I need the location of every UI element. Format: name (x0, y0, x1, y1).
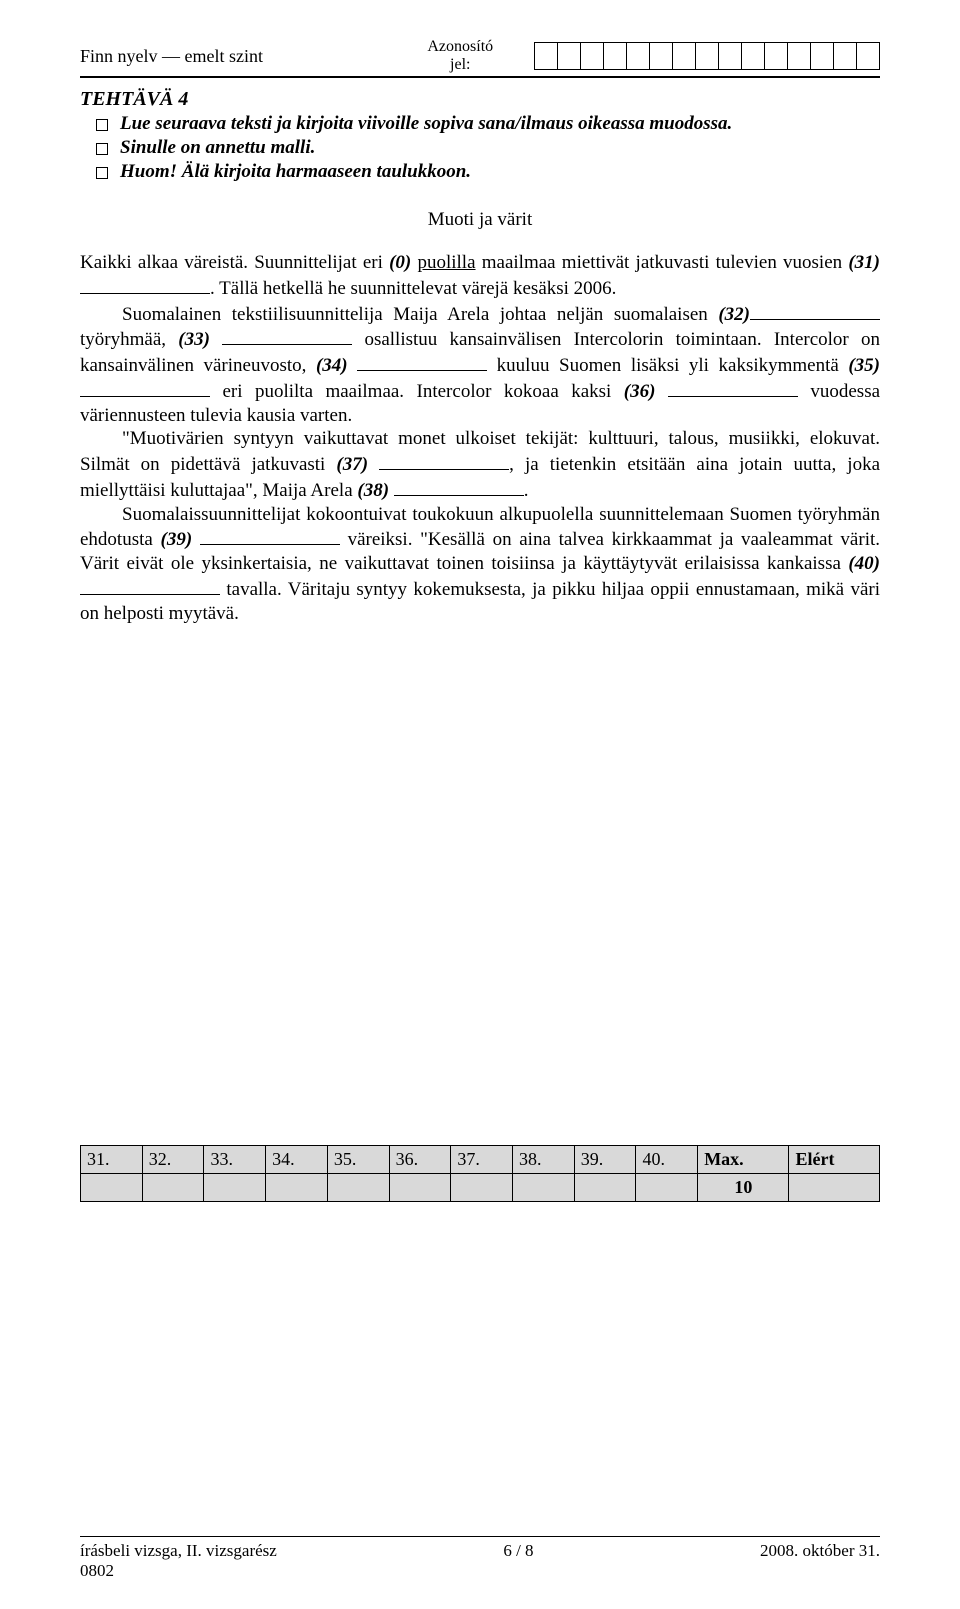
id-cell (718, 42, 742, 70)
score-col-value (204, 1174, 266, 1202)
score-col-value (451, 1174, 513, 1202)
footer-rule (80, 1536, 880, 1537)
score-col-label: 40. (636, 1146, 698, 1174)
blank-32 (750, 301, 880, 320)
id-cell (534, 42, 558, 70)
footer-right: 2008. október 31. (760, 1541, 880, 1581)
article-body: Kaikki alkaa väreistä. Suunnittelijat er… (80, 251, 880, 625)
score-elert-value (789, 1174, 880, 1202)
score-col-label: 39. (574, 1146, 636, 1174)
score-col-value (327, 1174, 389, 1202)
footer-left: írásbeli vizsga, II. vizsgarész 0802 (80, 1541, 277, 1581)
article-title: Muoti ja värit (80, 209, 880, 231)
id-cell (557, 42, 581, 70)
id-cell (695, 42, 719, 70)
blank-40 (80, 576, 220, 595)
score-col-value (636, 1174, 698, 1202)
score-col-label: 37. (451, 1146, 513, 1174)
id-cell (856, 42, 880, 70)
score-max-value: 10 (698, 1174, 789, 1202)
id-grid (534, 42, 880, 70)
task-instructions: Lue seuraava teksti ja kirjoita viivoill… (80, 113, 880, 183)
score-max-label: Max. (698, 1146, 789, 1174)
instruction-2: Sinulle on annettu malli. (120, 137, 880, 159)
header-id-label: Azonosító jel: (427, 38, 493, 73)
header-rule (80, 76, 880, 78)
id-cell (580, 42, 604, 70)
id-cell (787, 42, 811, 70)
id-cell (764, 42, 788, 70)
blank-39 (200, 526, 340, 545)
blank-33 (222, 326, 352, 345)
score-header-row: 31.32.33.34.35.36.37.38.39.40.Max.Elért (81, 1146, 880, 1174)
score-col-label: 38. (513, 1146, 575, 1174)
task-title: TEHTÄVÄ 4 (80, 88, 880, 111)
footer-center: 6 / 8 (503, 1541, 533, 1581)
blank-31 (80, 275, 210, 294)
score-col-label: 33. (204, 1146, 266, 1174)
blank-37 (379, 451, 509, 470)
score-elert-label: Elért (789, 1146, 880, 1174)
id-cell (603, 42, 627, 70)
score-col-value (81, 1174, 143, 1202)
instruction-1: Lue seuraava teksti ja kirjoita viivoill… (120, 113, 880, 135)
blank-38 (394, 477, 524, 496)
score-col-label: 35. (327, 1146, 389, 1174)
score-col-value (266, 1174, 328, 1202)
header-subject: Finn nyelv — emelt szint (80, 40, 263, 67)
blank-36 (668, 378, 798, 397)
id-cell (741, 42, 765, 70)
score-col-label: 36. (389, 1146, 451, 1174)
id-cell (833, 42, 857, 70)
id-cell (626, 42, 650, 70)
page-header: Finn nyelv — emelt szint Azonosító jel: (80, 40, 880, 70)
score-col-value (389, 1174, 451, 1202)
page-footer: írásbeli vizsga, II. vizsgarész 0802 6 /… (80, 1536, 880, 1581)
score-col-value (513, 1174, 575, 1202)
score-col-label: 34. (266, 1146, 328, 1174)
blank-35 (80, 378, 210, 397)
instruction-3: Huom! Älä kirjoita harmaaseen taulukkoon… (120, 161, 880, 183)
score-value-row: 10 (81, 1174, 880, 1202)
id-cell (672, 42, 696, 70)
blank-34 (357, 352, 487, 371)
id-cell (649, 42, 673, 70)
id-cell (810, 42, 834, 70)
score-table: 31.32.33.34.35.36.37.38.39.40.Max.Elért … (80, 1145, 880, 1202)
score-col-label: 31. (81, 1146, 143, 1174)
score-col-label: 32. (142, 1146, 204, 1174)
score-col-value (142, 1174, 204, 1202)
score-col-value (574, 1174, 636, 1202)
